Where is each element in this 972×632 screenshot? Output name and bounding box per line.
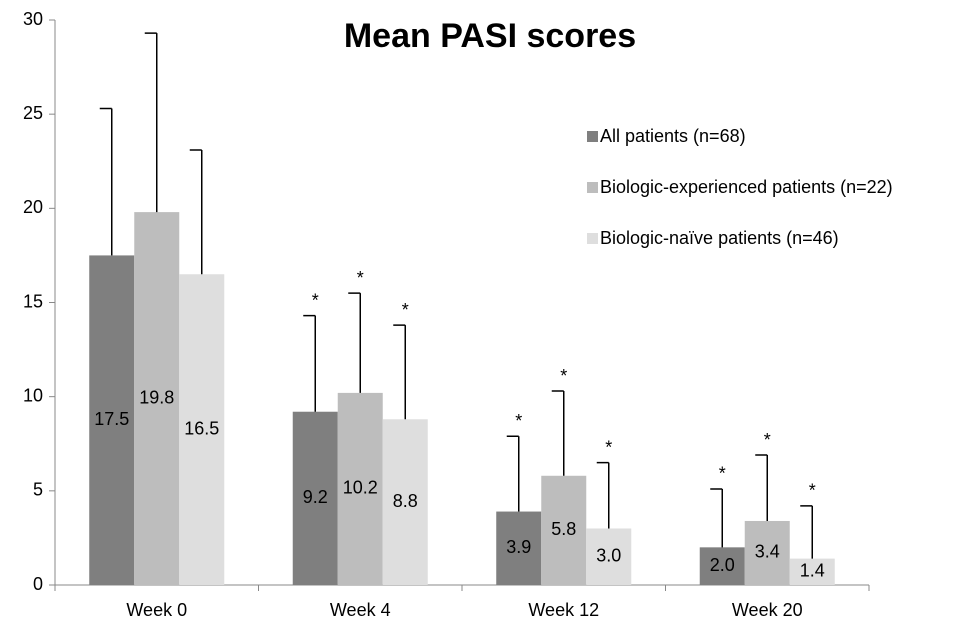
error-bar — [755, 454, 768, 521]
bar — [292, 411, 338, 585]
data-label: 17.5 — [94, 409, 129, 429]
legend-swatch — [587, 131, 598, 142]
data-label: 1.4 — [800, 561, 825, 581]
significance-marker: * — [764, 430, 771, 450]
error-bar — [710, 488, 723, 548]
significance-marker: * — [605, 437, 612, 457]
data-label: 3.4 — [755, 542, 780, 562]
significance-marker: * — [515, 411, 522, 431]
bar — [586, 528, 632, 585]
data-label: 16.5 — [184, 418, 219, 438]
legend-label: All patients (n=68) — [600, 126, 746, 146]
y-tick-label: 30 — [23, 9, 43, 29]
error-bar — [506, 435, 520, 512]
error-bar — [800, 505, 813, 559]
legend-swatch — [587, 233, 598, 244]
data-label: 9.2 — [303, 487, 328, 507]
legend-label: Biologic-experienced patients (n=22) — [600, 177, 893, 197]
bar — [134, 212, 180, 585]
data-label: 3.0 — [596, 546, 621, 566]
data-label: 5.8 — [551, 519, 576, 539]
bar — [89, 255, 135, 585]
y-tick-label: 10 — [23, 385, 43, 405]
error-bar — [551, 390, 565, 476]
error-bar — [596, 461, 610, 529]
data-label: 19.8 — [139, 387, 174, 407]
y-tick-label: 15 — [23, 291, 43, 311]
x-tick-label: Week 20 — [732, 600, 803, 620]
x-tick-label: Week 0 — [126, 600, 187, 620]
legend-label: Biologic-naïve patients (n=46) — [600, 228, 839, 248]
error-bar — [348, 292, 361, 393]
bar — [789, 558, 835, 585]
y-tick-label: 25 — [23, 103, 43, 123]
error-bar — [144, 32, 158, 213]
bar — [496, 511, 542, 585]
bar — [541, 475, 587, 585]
bar — [337, 392, 383, 585]
x-tick-label: Week 4 — [330, 600, 391, 620]
bar — [744, 520, 790, 585]
significance-marker: * — [809, 481, 816, 501]
significance-marker: * — [719, 464, 726, 484]
bar — [382, 419, 428, 585]
bar — [699, 547, 745, 585]
error-bar — [393, 324, 406, 420]
error-bar — [303, 314, 316, 412]
significance-marker: * — [560, 366, 567, 386]
legend-swatch — [587, 182, 598, 193]
data-label: 10.2 — [343, 478, 378, 498]
significance-marker: * — [357, 268, 364, 288]
y-tick-label: 0 — [33, 574, 43, 594]
y-tick-label: 20 — [23, 197, 43, 217]
error-bar — [189, 149, 203, 275]
significance-marker: * — [312, 290, 319, 310]
significance-marker: * — [402, 300, 409, 320]
chart-title: Mean PASI scores — [344, 17, 636, 55]
x-tick-label: Week 12 — [528, 600, 599, 620]
data-label: 8.8 — [393, 491, 418, 511]
y-tick-label: 5 — [33, 480, 43, 500]
data-label: 2.0 — [710, 555, 735, 575]
bar — [179, 274, 225, 585]
data-label: 3.9 — [506, 537, 531, 557]
error-bar — [99, 107, 113, 256]
